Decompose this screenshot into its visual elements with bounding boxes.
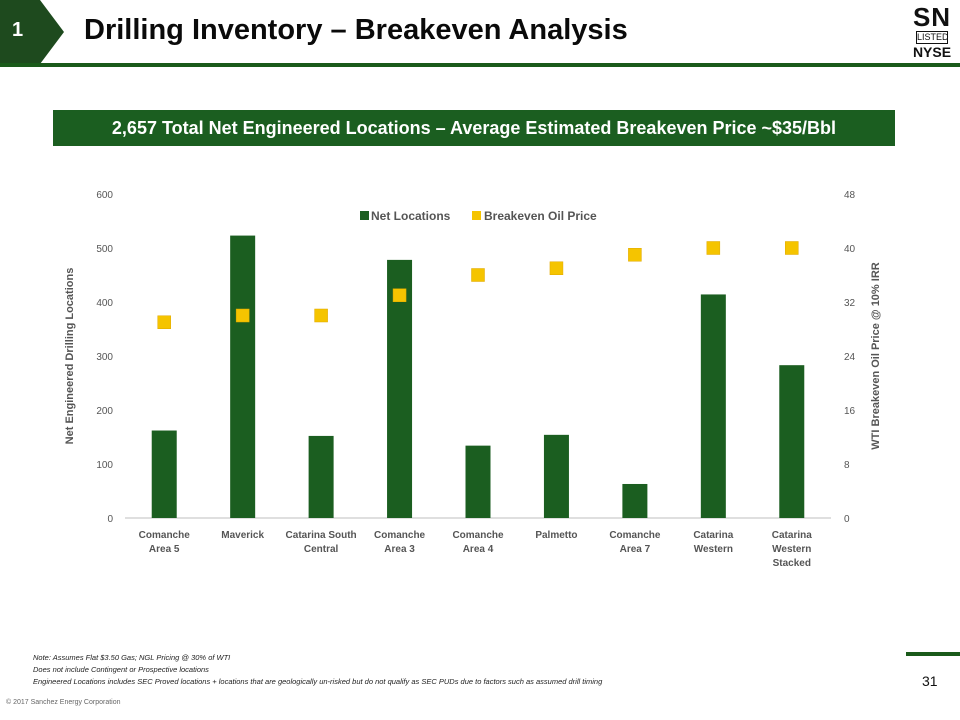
- bar-net-locations: [465, 445, 491, 518]
- y-axis-title: Net Engineered Drilling Locations: [64, 268, 76, 445]
- x-tick-label: Western: [694, 544, 733, 555]
- marker-breakeven-price: [549, 261, 564, 275]
- y2-tick-label: 32: [844, 298, 856, 309]
- copyright: © 2017 Sanchez Energy Corporation: [6, 699, 121, 706]
- marker-breakeven-price: [314, 308, 328, 323]
- y-tick-label: 600: [96, 190, 113, 201]
- footnote-line: Engineered Locations includes SEC Proved…: [33, 677, 603, 686]
- marker-breakeven-price: [235, 308, 250, 323]
- section-badge: 1: [0, 0, 64, 64]
- x-tick-label: Comanche: [139, 530, 191, 541]
- y2-tick-label: 24: [844, 352, 856, 363]
- x-tick-label: Comanche: [374, 530, 426, 541]
- y2-tick-label: 40: [844, 244, 856, 255]
- x-tick-label: Stacked: [773, 558, 811, 569]
- x-tick-label: Comanche: [609, 530, 661, 541]
- bar-net-locations: [387, 259, 413, 518]
- y-tick-label: 400: [96, 298, 113, 309]
- bar-net-locations: [622, 483, 648, 518]
- marker-breakeven-price: [785, 241, 799, 255]
- title-divider: [0, 63, 960, 67]
- section-number: 1: [12, 19, 24, 41]
- marker-breakeven-price: [471, 268, 485, 282]
- y2-axis-title: WTI Breakeven Oil Price @ 10% IRR: [870, 262, 882, 449]
- page-number-divider: [906, 652, 960, 656]
- bar-net-locations: [543, 434, 569, 518]
- x-tick-label: Area 5: [149, 544, 180, 555]
- x-tick-label: Western: [772, 544, 811, 555]
- y-tick-label: 500: [96, 244, 113, 255]
- summary-banner: 2,657 Total Net Engineered Locations – A…: [53, 110, 895, 146]
- marker-breakeven-price: [628, 248, 642, 262]
- legend-label-net-locations: Net Locations: [371, 209, 451, 223]
- bar-net-locations: [151, 430, 177, 518]
- y-tick-label: 200: [96, 406, 113, 417]
- y-tick-label: 100: [96, 460, 113, 471]
- footnotes: Note: Assumes Flat $3.50 Gas; NGL Pricin…: [33, 652, 602, 688]
- bar-net-locations: [700, 294, 726, 518]
- footnote-line: Does not include Contingent or Prospecti…: [33, 665, 209, 674]
- x-tick-label: Palmetto: [535, 530, 577, 541]
- footnote-line: Note: Assumes Flat $3.50 Gas; NGL Pricin…: [33, 653, 231, 662]
- bar-net-locations: [230, 235, 256, 518]
- bar-net-locations: [779, 365, 805, 518]
- y2-tick-label: 0: [844, 514, 850, 525]
- x-tick-label: Catarina: [693, 530, 733, 541]
- y2-tick-label: 8: [844, 460, 850, 471]
- page-number: 31: [922, 673, 938, 689]
- legend-swatch-breakeven-price: [472, 211, 481, 220]
- x-tick-label: Area 3: [384, 544, 415, 555]
- x-tick-label: Comanche: [452, 530, 504, 541]
- x-tick-label: Area 4: [463, 544, 494, 555]
- marker-breakeven-price: [157, 315, 171, 329]
- x-tick-label: Maverick: [221, 530, 264, 541]
- page-title: Drilling Inventory – Breakeven Analysis: [84, 14, 628, 46]
- logo-ticker: SN: [912, 2, 952, 32]
- logo-exchange: NYSE: [912, 44, 952, 60]
- company-logo: SN LISTED NYSE: [908, 4, 956, 60]
- marker-breakeven-price: [392, 288, 407, 302]
- y-tick-label: 300: [96, 352, 113, 363]
- legend-swatch-net-locations: [360, 211, 369, 220]
- bar-net-locations: [308, 435, 334, 518]
- x-tick-label: Catarina South: [286, 530, 357, 541]
- y-tick-label: 0: [107, 514, 113, 525]
- x-tick-label: Area 7: [620, 544, 651, 555]
- y2-tick-label: 48: [844, 190, 856, 201]
- y2-tick-label: 16: [844, 406, 856, 417]
- marker-breakeven-price: [706, 241, 721, 255]
- x-tick-label: Central: [304, 544, 339, 555]
- logo-listed: LISTED: [916, 31, 949, 44]
- legend-label-breakeven-price: Breakeven Oil Price: [484, 209, 597, 223]
- x-tick-label: Catarina: [772, 530, 812, 541]
- breakeven-chart: 0 100 200 300 400 500 600 0 8 16 24 32 40 48 Net Engin…: [64, 190, 882, 569]
